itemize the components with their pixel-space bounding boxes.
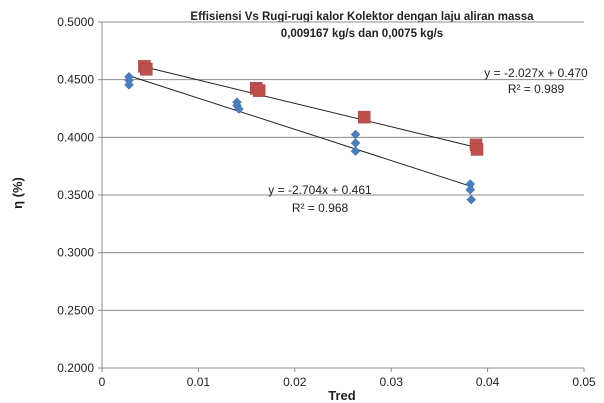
trendline-series-1 — [128, 75, 474, 188]
gridlines — [102, 21, 584, 311]
series-2-equation: y = -2.027x + 0.470 — [484, 66, 588, 80]
series-2-point — [357, 110, 371, 124]
series-1-point — [350, 138, 361, 148]
y-tick-labels: 0.2000 0.2500 0.3000 0.3500 0.4000 0.4500 0.50… — [57, 15, 102, 375]
series-2-point — [252, 84, 266, 97]
y-tick-label: 0.2000 — [57, 361, 94, 375]
y-tick-label: 0.3000 — [57, 246, 94, 260]
y-tick-label: 0.4000 — [57, 130, 94, 144]
data-points — [124, 60, 484, 205]
x-tick-label: 0.01 — [187, 375, 211, 389]
series-1-r2: R² = 0.968 — [292, 201, 349, 215]
series-1-point — [466, 194, 477, 205]
trendline-series-2 — [144, 66, 481, 149]
series-2-point — [470, 143, 484, 156]
series-2-point — [140, 63, 153, 76]
series-1-point — [350, 146, 361, 157]
series-1-equation: y = -2.704x + 0.461 — [268, 183, 372, 197]
x-tick-label: 0.05 — [572, 375, 596, 389]
series-1-point — [234, 104, 244, 114]
series-1-point — [124, 80, 134, 90]
x-tick-label: 0.02 — [283, 375, 307, 389]
y-axis-label: η (%) — [10, 177, 25, 209]
x-tick-label: 0.03 — [380, 375, 404, 389]
y-tick-label: 0.4500 — [57, 73, 94, 87]
y-tick-label: 0.5000 — [57, 15, 94, 29]
x-axis-label: Tred — [328, 388, 356, 403]
series-1-point — [465, 184, 476, 195]
y-tick-label: 0.3500 — [57, 188, 94, 202]
x-tick-label: 0.04 — [476, 375, 500, 389]
y-tick-label: 0.2500 — [57, 303, 94, 317]
x-tick-label: 0 — [99, 375, 106, 389]
series-2-r2: R² = 0.989 — [508, 82, 565, 96]
x-tick-labels: 0 0.01 0.02 0.03 0.04 0.05 — [99, 368, 596, 389]
chart-title-line-2: 0,009167 kg/s dan 0,0075 kg/s — [281, 28, 443, 40]
trendlines — [128, 66, 481, 188]
chart-title-line-1: Effisiensi Vs Rugi-rugi kalor Kolektor d… — [190, 11, 534, 23]
